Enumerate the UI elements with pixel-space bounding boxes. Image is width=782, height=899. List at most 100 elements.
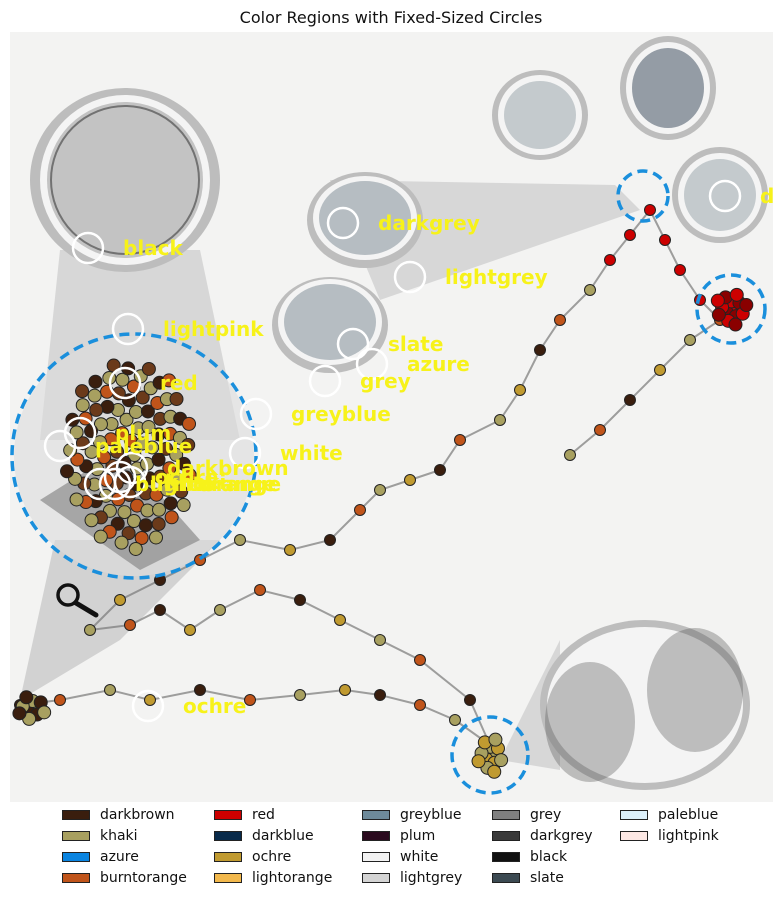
legend-swatch [362,852,390,862]
path-node [414,654,426,666]
circle-label-plum: plum [115,421,171,445]
legend-swatch [62,831,90,841]
fixed-circle-azure [355,347,389,381]
red-cluster-node [728,317,743,332]
zoom-cluster-node [152,502,167,517]
zoom-cluster-node [162,461,177,476]
legend-label: greyblue [400,807,462,823]
path-node [124,619,136,631]
legend-swatch [620,831,648,841]
legend-label: lightpink [658,828,719,844]
legend: darkbrown khaki azure burntorange red darkblu… [62,805,762,895]
zoom-cluster-node [140,503,155,518]
circle-label-lightpink: lightpink [163,317,264,341]
magnifier-icon [56,583,99,618]
legend-swatch [214,873,242,883]
legend-swatch [362,831,390,841]
legend-item-lightorange: lightorange [214,868,332,888]
legend-item-grey: grey [492,805,561,825]
path-node [604,254,616,266]
circle-label-burntorange: burntorange [135,472,276,496]
path-node [594,424,606,436]
legend-label: ochre [252,849,292,865]
path-node [254,584,266,596]
legend-swatch [62,810,90,820]
path-node [624,229,636,241]
zoom-cluster-node [114,535,129,550]
zoom-cluster-node [121,526,136,541]
left-cluster-node [37,705,52,720]
path-node [414,699,426,711]
path-node [114,594,126,606]
ochre-cluster-node [471,754,486,769]
path-node [194,684,206,696]
zoom-cluster-node [151,452,166,467]
path-node [404,474,416,486]
path-node [449,714,461,726]
path-node [324,534,336,546]
path-node [154,604,166,616]
circle-label-ochre: ochre [155,465,218,489]
legend-label: burntorange [100,870,187,886]
red-cluster-node [710,293,725,308]
path-node [554,314,566,326]
path-node [454,434,466,446]
zoom-cluster-node [60,464,75,479]
legend-label: khaki [100,828,138,844]
legend-item-darkbrown: darkbrown [62,805,175,825]
zoom-cluster-node [182,467,197,482]
legend-label: darkbrown [100,807,175,823]
ochre-cluster-node [488,732,503,747]
red-cluster-node [711,307,726,322]
circle-label-black: black [123,236,184,260]
zoom-cluster-node [169,447,184,462]
fixed-circle-slate [336,327,370,361]
legend-swatch [214,810,242,820]
legend-swatch [362,873,390,883]
circle-label-lightgrey: lightgrey [445,265,548,289]
circle-label-darkbrown: darkbrown [167,456,289,480]
path-node [564,449,576,461]
zoom-cluster-node [117,505,132,520]
legend-item-slate: slate [492,868,564,888]
circle-label-azure: azure [407,352,470,376]
circle-label-lightorange: lightorange [150,472,281,496]
path-node [334,614,346,626]
dashed-region [10,332,258,580]
path-node [374,689,386,701]
circle-label-greyblue: greyblue [291,402,391,426]
zoom-cluster-node [141,420,156,435]
legend-item-black: black [492,847,567,867]
circle-label-grey: grey [360,369,411,393]
red-cluster-node [739,297,754,312]
fixed-circle-grey [308,364,342,398]
legend-swatch [62,852,90,862]
path-node [674,264,686,276]
fixed-circle-greyblue [239,397,273,431]
zoom-cluster-node [141,361,156,376]
zoom-cluster-node [169,472,184,487]
circle-label-darkblue: darkblue [760,184,773,208]
zoom-cluster-node [164,510,179,525]
fixed-circle-burntorange [83,467,117,501]
zoom-cluster-node [138,518,153,533]
legend-item-lightpink: lightpink [620,826,719,846]
legend-label: lightorange [252,870,333,886]
path-node [644,204,656,216]
path-node [374,634,386,646]
zoom-cluster-node [126,513,141,528]
zoom-cluster-node [181,437,196,452]
zoom-cluster-node [75,398,90,413]
fixed-circle-paleblue [43,429,77,463]
zoom-cluster-node [174,484,189,499]
dashed-region-layer [10,169,767,795]
legend-swatch [492,810,520,820]
path-node [684,334,696,346]
zoom-cluster-node [110,444,125,459]
legend-item-khaki: khaki [62,826,138,846]
path-node [284,544,296,556]
legend-item-darkgrey: darkgrey [492,826,593,846]
legend-label: lightgrey [400,870,463,886]
legend-swatch [362,810,390,820]
